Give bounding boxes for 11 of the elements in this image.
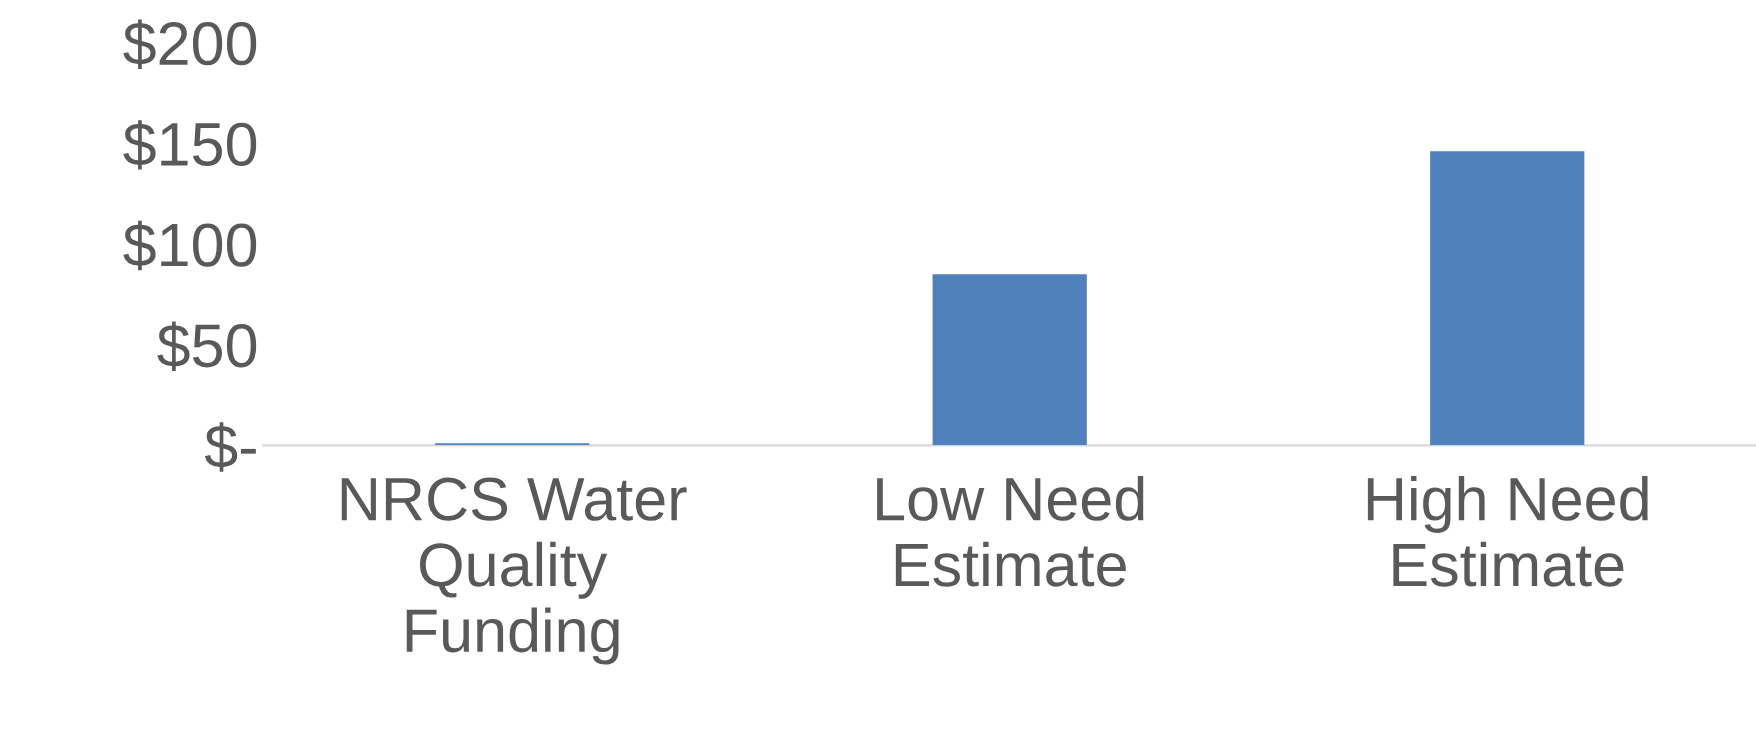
y-tick-label: $50 xyxy=(157,321,257,372)
y-tick-label: $150 xyxy=(123,120,257,170)
x-tick-label: Low Need Estimate xyxy=(877,475,1144,587)
x-tick-label: NRCS Water Quality Funding xyxy=(341,477,687,665)
y-tick-label: $100 xyxy=(123,220,257,271)
bar xyxy=(435,443,590,446)
x-tick-label: High Need Estimate xyxy=(1367,475,1648,587)
bar xyxy=(1430,151,1585,446)
bar xyxy=(932,274,1087,446)
y-tick-label: $- xyxy=(204,422,256,472)
y-tick-label: $200 xyxy=(123,19,257,69)
